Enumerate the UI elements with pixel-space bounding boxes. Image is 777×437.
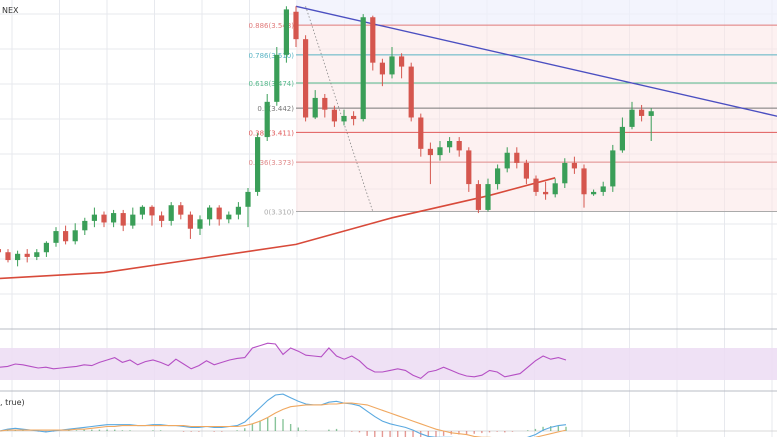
macd-pane (0, 393, 777, 437)
price-pane (0, 5, 777, 280)
candle-body (53, 231, 59, 243)
candle-body (312, 97, 318, 118)
candle-body (130, 214, 136, 226)
candle-body (370, 17, 376, 63)
signal-line (0, 402, 567, 437)
candle-body (581, 168, 587, 195)
candle-body (379, 62, 385, 75)
candle-body (264, 101, 270, 138)
candle-body (351, 115, 357, 120)
candle-body (648, 111, 654, 116)
candle-body (226, 214, 232, 220)
candle-body (504, 152, 510, 169)
candle-body (72, 230, 78, 242)
candle-body (437, 147, 443, 156)
exchange-label: NEX (2, 6, 19, 15)
candle-body (5, 252, 11, 261)
candle-body (331, 109, 337, 122)
candle-body (82, 220, 88, 231)
candle-body (322, 97, 328, 110)
candle-body (303, 39, 309, 118)
candle-body (639, 109, 645, 116)
candle-body (91, 214, 97, 221)
candle-body (533, 178, 539, 192)
fib-anchor-line (305, 6, 374, 212)
candle-body (293, 11, 299, 40)
candle-body (197, 219, 203, 229)
rsi-band (0, 348, 777, 380)
candle-body (216, 207, 222, 220)
candle-body (111, 213, 117, 223)
candle-body (610, 150, 616, 187)
candle-body (15, 253, 21, 261)
candle-body (63, 231, 69, 242)
rsi-pane (0, 342, 777, 380)
candle-body (389, 56, 395, 75)
fib-level-label: 0.786(3.510) (248, 52, 294, 60)
candle-body (34, 252, 40, 257)
candle-body (447, 141, 453, 148)
candle-body (629, 109, 635, 127)
candle-body (149, 206, 155, 216)
candle-body (523, 162, 529, 179)
candle-body (283, 9, 289, 55)
candle-body (245, 191, 251, 207)
candle-body (24, 253, 30, 257)
fib-level-label: 0(3.310) (264, 209, 294, 217)
candle-body (168, 205, 174, 221)
candle-body (427, 148, 433, 156)
candle-body (495, 168, 501, 185)
candle-body (408, 66, 414, 118)
candle-body (591, 191, 597, 195)
fibonacci-retracement: 0.886(3.548) 0.786(3.510) 0.618(3.474) 0.5(… (248, 0, 777, 217)
candle-body (178, 205, 184, 215)
fib-level-label: 0.5(3.442) (257, 105, 294, 113)
macd-label: , true) (0, 398, 25, 407)
candle-body (120, 213, 126, 226)
rsi-line (0, 342, 567, 380)
candle-body (0, 249, 1, 253)
fib-level-label: 0.382(3.411) (248, 129, 294, 137)
candle-body (552, 183, 558, 195)
candle-body (101, 214, 107, 223)
candle-body (619, 126, 625, 151)
candle-body (475, 184, 481, 210)
candle-body (571, 162, 577, 169)
candle-body (466, 150, 472, 185)
candle-body (485, 184, 491, 210)
fib-level-label: 0.886(3.548) (248, 22, 294, 30)
candle-body (341, 115, 347, 122)
candle-body (456, 141, 462, 151)
fib-zone-upper (296, 0, 777, 26)
candle-body (274, 54, 280, 102)
candle-body (543, 191, 549, 195)
candle-body (360, 17, 366, 120)
candle-body (399, 56, 405, 67)
candle-body (418, 117, 424, 149)
candle-body (235, 206, 241, 215)
macd-line (0, 393, 567, 437)
candle-body (139, 206, 145, 215)
candle-body (207, 207, 213, 220)
candle-body (562, 162, 568, 184)
fib-level-label: 0.618(3.474) (248, 80, 294, 88)
candle-body (159, 215, 165, 221)
candle-body (43, 242, 49, 253)
candle-body (600, 186, 606, 192)
fib-level-label: 0.236(3.373) (248, 159, 294, 167)
candle-body (255, 137, 261, 192)
candle-body (514, 152, 520, 163)
trendline (295, 5, 777, 117)
candle-body (187, 214, 193, 229)
